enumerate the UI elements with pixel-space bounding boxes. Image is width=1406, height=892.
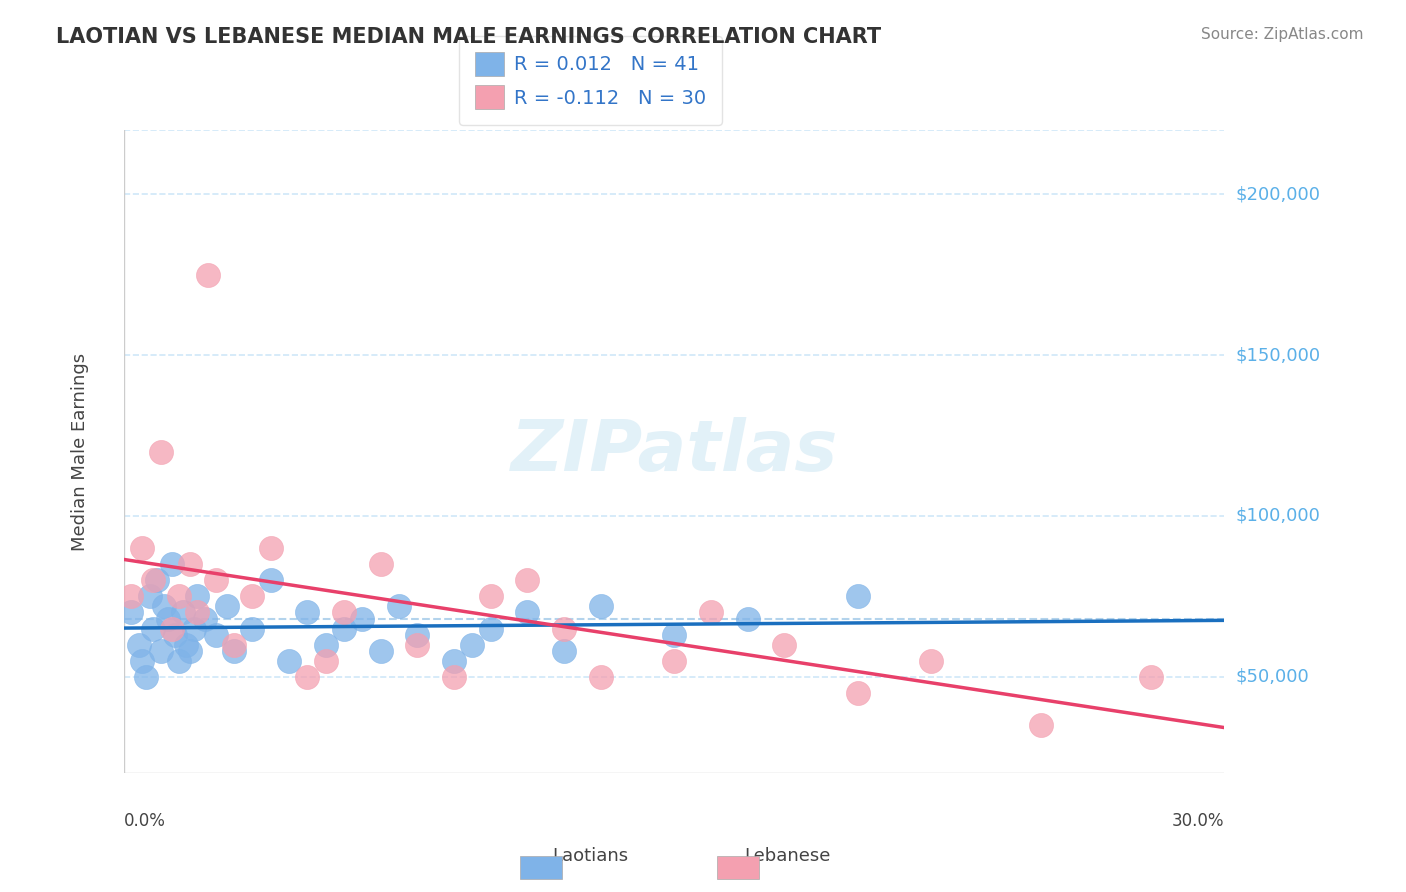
Point bbox=[553, 644, 575, 658]
Text: Median Male Earnings: Median Male Earnings bbox=[70, 352, 89, 550]
Point bbox=[333, 622, 356, 636]
Point bbox=[142, 574, 165, 588]
Point bbox=[167, 590, 190, 604]
Text: ZIPatlas: ZIPatlas bbox=[510, 417, 838, 486]
Point bbox=[589, 670, 612, 684]
Point bbox=[920, 654, 942, 668]
Point bbox=[315, 654, 337, 668]
Point bbox=[222, 638, 245, 652]
Point bbox=[204, 574, 226, 588]
Point bbox=[662, 628, 685, 642]
Point bbox=[479, 590, 502, 604]
Text: LAOTIAN VS LEBANESE MEDIAN MALE EARNINGS CORRELATION CHART: LAOTIAN VS LEBANESE MEDIAN MALE EARNINGS… bbox=[56, 27, 882, 46]
Point bbox=[131, 541, 153, 555]
Point bbox=[700, 606, 723, 620]
Point bbox=[142, 622, 165, 636]
Text: $150,000: $150,000 bbox=[1236, 346, 1320, 364]
Text: 0.0%: 0.0% bbox=[124, 812, 166, 830]
Text: 30.0%: 30.0% bbox=[1173, 812, 1225, 830]
Point bbox=[259, 574, 281, 588]
Point bbox=[149, 644, 172, 658]
Point bbox=[179, 644, 201, 658]
Text: Lebanese: Lebanese bbox=[744, 847, 831, 865]
Point bbox=[1140, 670, 1163, 684]
Point bbox=[370, 644, 392, 658]
Point bbox=[846, 686, 869, 700]
Point bbox=[186, 590, 208, 604]
Point bbox=[128, 638, 150, 652]
Point bbox=[277, 654, 299, 668]
Point bbox=[315, 638, 337, 652]
Point bbox=[443, 670, 465, 684]
Point bbox=[443, 654, 465, 668]
Legend: R = 0.012   N = 41, R = -0.112   N = 30: R = 0.012 N = 41, R = -0.112 N = 30 bbox=[460, 37, 721, 125]
Point bbox=[167, 654, 190, 668]
Point bbox=[120, 590, 142, 604]
Point bbox=[172, 606, 194, 620]
Point bbox=[773, 638, 796, 652]
Text: Source: ZipAtlas.com: Source: ZipAtlas.com bbox=[1201, 27, 1364, 42]
Point bbox=[516, 606, 538, 620]
Point bbox=[120, 606, 142, 620]
Point bbox=[131, 654, 153, 668]
Point bbox=[553, 622, 575, 636]
Point bbox=[406, 628, 429, 642]
Point bbox=[179, 558, 201, 572]
Point bbox=[165, 628, 187, 642]
Point bbox=[589, 599, 612, 613]
Point bbox=[846, 590, 869, 604]
Point bbox=[737, 612, 759, 626]
Point bbox=[240, 622, 263, 636]
Point bbox=[156, 612, 179, 626]
Text: Laotians: Laotians bbox=[553, 847, 628, 865]
Point bbox=[135, 670, 157, 684]
Point bbox=[146, 574, 169, 588]
Point bbox=[193, 612, 215, 626]
Point bbox=[406, 638, 429, 652]
Point bbox=[174, 638, 197, 652]
Point bbox=[138, 590, 160, 604]
Point bbox=[240, 590, 263, 604]
Point bbox=[186, 606, 208, 620]
Point bbox=[153, 599, 176, 613]
Point bbox=[479, 622, 502, 636]
Point bbox=[160, 622, 183, 636]
Point bbox=[215, 599, 238, 613]
Point bbox=[461, 638, 484, 652]
Point bbox=[516, 574, 538, 588]
Point bbox=[1029, 718, 1052, 732]
Text: $50,000: $50,000 bbox=[1236, 668, 1309, 686]
Point bbox=[388, 599, 411, 613]
Point bbox=[297, 670, 319, 684]
Point bbox=[204, 628, 226, 642]
Point bbox=[259, 541, 281, 555]
Point bbox=[222, 644, 245, 658]
Text: $200,000: $200,000 bbox=[1236, 186, 1320, 203]
Point bbox=[662, 654, 685, 668]
Point bbox=[197, 268, 219, 282]
Point bbox=[183, 622, 205, 636]
Point bbox=[333, 606, 356, 620]
Point bbox=[160, 558, 183, 572]
Point bbox=[370, 558, 392, 572]
Text: $100,000: $100,000 bbox=[1236, 507, 1320, 525]
Point bbox=[297, 606, 319, 620]
Point bbox=[352, 612, 374, 626]
Point bbox=[149, 444, 172, 458]
